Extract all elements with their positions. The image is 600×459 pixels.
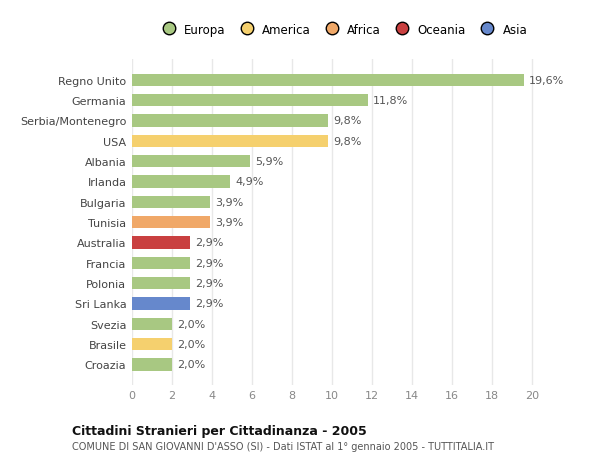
Bar <box>132 358 172 371</box>
Text: 3,9%: 3,9% <box>215 218 243 228</box>
Bar <box>132 277 190 290</box>
Text: 3,9%: 3,9% <box>215 197 243 207</box>
Text: Cittadini Stranieri per Cittadinanza - 2005: Cittadini Stranieri per Cittadinanza - 2… <box>72 424 367 437</box>
Text: COMUNE DI SAN GIOVANNI D'ASSO (SI) - Dati ISTAT al 1° gennaio 2005 - TUTTITALIA.: COMUNE DI SAN GIOVANNI D'ASSO (SI) - Dat… <box>72 441 494 451</box>
Text: 19,6%: 19,6% <box>529 76 564 85</box>
Bar <box>132 135 328 147</box>
Text: 5,9%: 5,9% <box>255 157 283 167</box>
Bar <box>132 257 190 269</box>
Text: 2,0%: 2,0% <box>177 339 205 349</box>
Bar <box>132 176 230 188</box>
Text: 4,9%: 4,9% <box>235 177 263 187</box>
Text: 2,9%: 2,9% <box>195 258 223 268</box>
Bar <box>132 338 172 351</box>
Text: 11,8%: 11,8% <box>373 96 408 106</box>
Text: 2,9%: 2,9% <box>195 299 223 309</box>
Bar <box>132 115 328 127</box>
Bar <box>132 217 210 229</box>
Legend: Europa, America, Africa, Oceania, Asia: Europa, America, Africa, Oceania, Asia <box>153 20 531 40</box>
Bar <box>132 298 190 310</box>
Text: 2,0%: 2,0% <box>177 360 205 369</box>
Bar <box>132 318 172 330</box>
Bar <box>132 196 210 208</box>
Bar <box>132 74 524 87</box>
Bar <box>132 237 190 249</box>
Text: 2,0%: 2,0% <box>177 319 205 329</box>
Bar <box>132 95 368 107</box>
Bar <box>132 156 250 168</box>
Text: 9,8%: 9,8% <box>333 116 361 126</box>
Text: 9,8%: 9,8% <box>333 136 361 146</box>
Text: 2,9%: 2,9% <box>195 279 223 288</box>
Text: 2,9%: 2,9% <box>195 238 223 248</box>
